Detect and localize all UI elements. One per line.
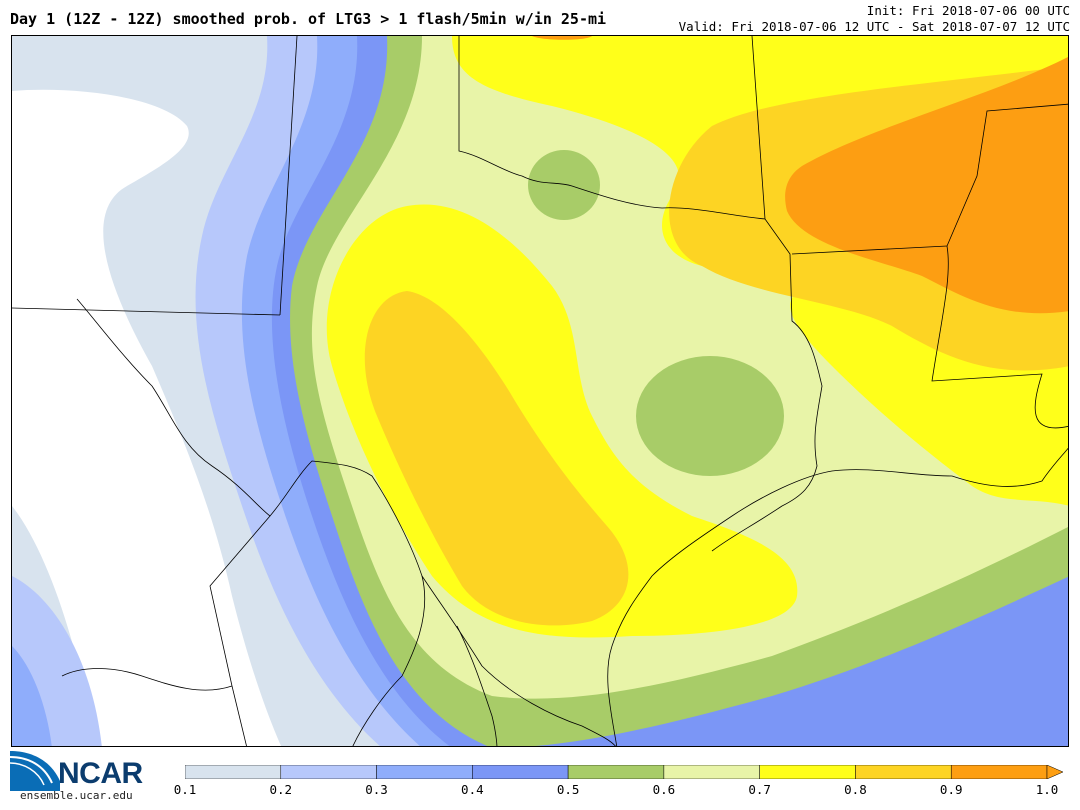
colorbar-bin [759,765,856,779]
prob-band-0-8-central [364,291,629,626]
ncar-logo-icon [10,751,60,791]
colorbar-bin [280,765,377,779]
prob-blob-0-5-central [636,356,784,476]
colorbar-tick-label: 0.4 [461,782,484,797]
mexico-state-border-3 [456,625,498,746]
state-border-ar-la [791,245,948,255]
mexico-state-border-2 [352,575,426,746]
political-boundaries [12,36,1068,746]
run-times: Init: Fri 2018-07-06 00 UTC Valid: Fri 2… [679,3,1070,35]
mexico-state-border-1 [209,515,271,746]
state-border-nm-west [279,36,298,316]
colorbar [185,765,1064,779]
colorbar-bin [472,765,569,779]
state-border-tx-la [711,36,823,552]
colorbar-bin [185,765,282,779]
valid-time: Valid: Fri 2018-07-06 12 UTC - Sat 2018-… [678,19,1070,34]
state-border-ok-tx-red-river [458,36,766,220]
prob-blob-0-5-north [528,150,600,220]
logo-text: NCAR [58,757,143,790]
mexico-state-border-4 [61,668,233,691]
colorbar-bin [663,765,760,779]
national-border-rio-grande [76,298,616,746]
state-border-ms-river [931,103,1068,429]
prob-blob-0-9-top [532,36,592,40]
probability-map [11,35,1069,747]
colorbar-tick-label: 0.8 [844,782,867,797]
gulf-coastline [607,447,1068,746]
colorbar-bin [376,765,473,779]
init-time: Init: Fri 2018-07-06 00 UTC [866,3,1070,18]
colorbar-tick-label: 1.0 [1035,782,1059,797]
prob-band-0-9-northeast [785,56,1068,314]
map-title: Day 1 (12Z - 12Z) smoothed prob. of LTG3… [10,10,607,28]
colorbar-bin [567,765,665,779]
colorbar-tick-label: 0.5 [556,782,580,797]
colorbar-tick-label: 0.2 [269,782,293,797]
map-canvas [12,36,1068,746]
colorbar-tick-label: 0.3 [365,782,388,797]
logo-url: ensemble.ucar.edu [20,789,133,802]
colorbar-bin [855,765,952,779]
prob-band-sw-0-3 [12,646,52,746]
colorbar-extend-arrow [1046,765,1064,779]
colorbar-bin [950,765,1048,779]
colorbar-tick-label: 0.6 [652,782,676,797]
colorbar-tick-label: 0.1 [173,782,197,797]
state-border-nm-south [12,307,281,316]
colorbar-tick-label: 0.7 [748,782,771,797]
colorbar-tick-label: 0.9 [939,782,963,797]
